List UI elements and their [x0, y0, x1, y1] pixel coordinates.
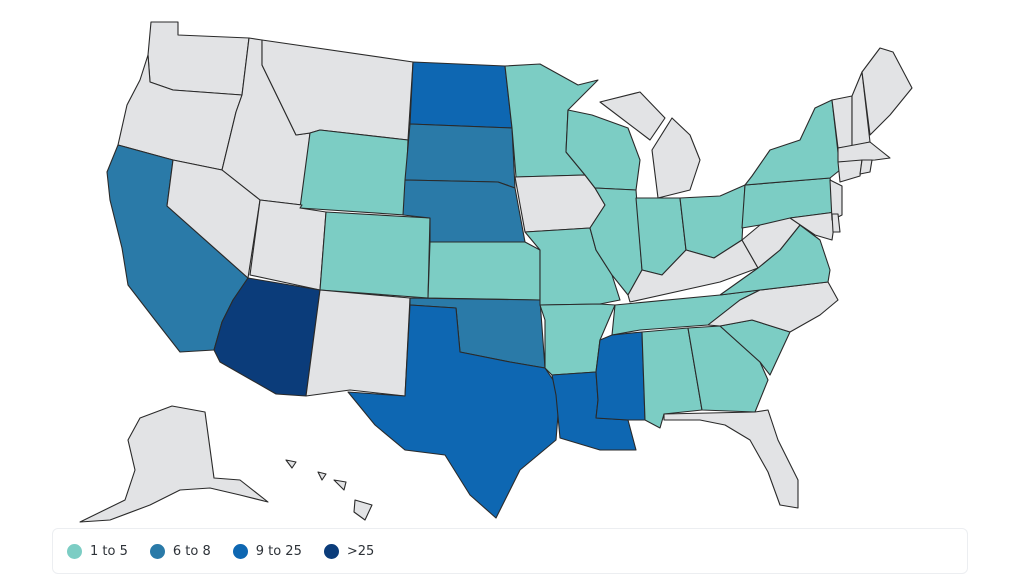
legend-item-6-8: 6 to 8 — [149, 543, 211, 559]
state-utah[interactable] — [249, 199, 327, 291]
state-mississippi[interactable] — [595, 331, 646, 421]
state-new-york[interactable] — [744, 99, 841, 186]
state-maryland[interactable] — [789, 211, 837, 241]
us-map-svg — [79, 21, 913, 523]
state-maine[interactable] — [861, 47, 913, 136]
legend-item-25+: >25 — [323, 543, 375, 559]
legend-swatch — [67, 543, 82, 559]
us-choropleth-map — [79, 21, 913, 523]
legend-swatch — [232, 543, 248, 559]
legend-label: 6 to 8 — [172, 543, 211, 559]
state-kentucky[interactable] — [627, 239, 759, 303]
state-colorado[interactable] — [319, 211, 431, 299]
state-alaska[interactable] — [79, 405, 269, 523]
state-rhode-island[interactable] — [859, 159, 873, 175]
legend-label: 1 to 5 — [90, 543, 128, 559]
state-north-carolina[interactable] — [707, 281, 839, 333]
state-delaware[interactable] — [831, 213, 841, 233]
state-nevada[interactable] — [166, 159, 261, 279]
state-new-mexico[interactable] — [305, 289, 411, 397]
legend-swatch — [323, 543, 339, 559]
state-kansas[interactable] — [427, 241, 541, 301]
legend-item-1-5: 1 to 5 — [67, 543, 128, 559]
state-texas[interactable] — [347, 304, 561, 519]
legend-swatch — [149, 543, 165, 559]
state-florida[interactable] — [663, 409, 799, 509]
state-hawaii[interactable] — [285, 459, 373, 521]
state-new-jersey[interactable] — [829, 179, 843, 221]
state-south-dakota[interactable] — [404, 123, 516, 189]
state-washington[interactable] — [147, 21, 250, 96]
state-north-dakota[interactable] — [409, 61, 513, 129]
state-wyoming[interactable] — [299, 129, 409, 216]
legend-label: >25 — [346, 543, 375, 559]
map-legend: 1 to 5 6 to 8 9 to 25 >25 — [52, 528, 968, 574]
state-connecticut[interactable] — [837, 159, 863, 183]
legend-label: 9 to 25 — [255, 543, 302, 559]
legend-item-9-25: 9 to 25 — [232, 543, 302, 559]
